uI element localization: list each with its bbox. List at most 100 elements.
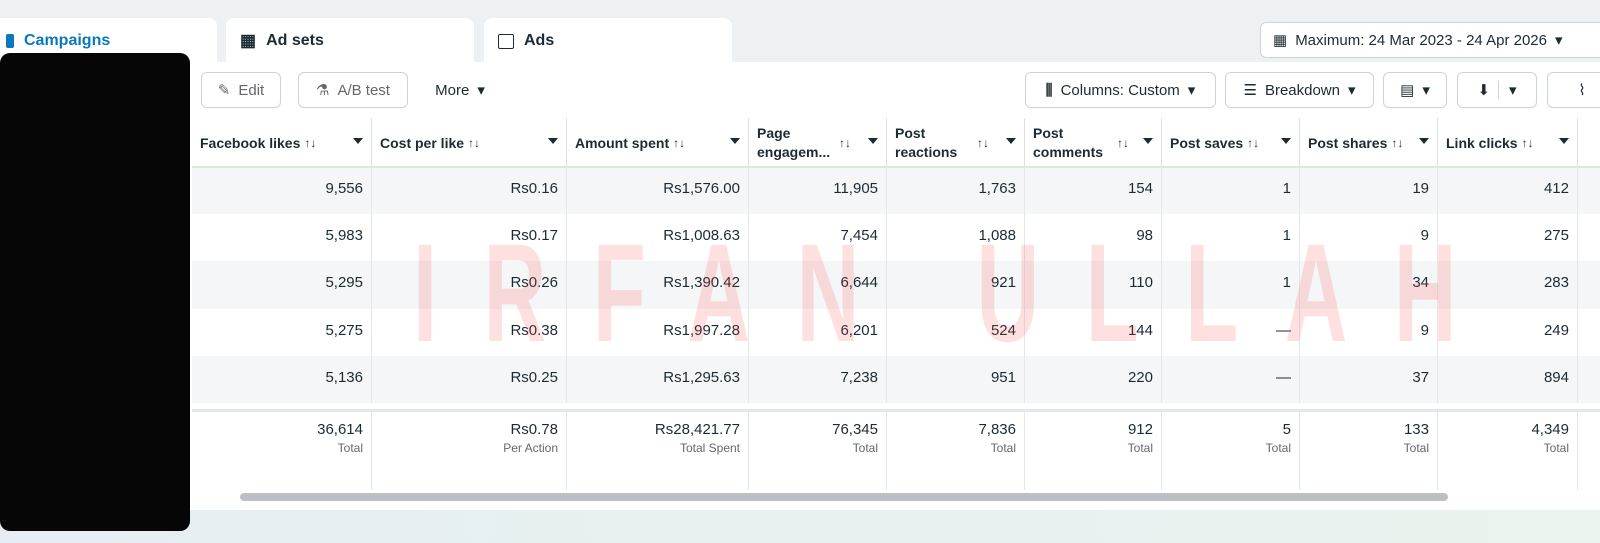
chart-button[interactable]: ⌇ [1547, 72, 1600, 108]
total-label: Total [1265, 441, 1291, 455]
total-value: 7,836 [978, 421, 1016, 438]
cell: 11,905 [749, 167, 887, 215]
export-button[interactable]: ⬇ ▾ [1457, 72, 1537, 108]
cell: 1,088 [887, 214, 1025, 262]
tab-label: Ads [524, 32, 555, 49]
cell: Rs1,576.00 [567, 167, 749, 215]
cell: 5,295 [192, 261, 372, 309]
cell: 921 [887, 261, 1025, 309]
cell: 9,556 [192, 167, 372, 215]
reports-button[interactable]: ▤ ▾ [1383, 72, 1447, 108]
column-header[interactable]: Link clicks ↑↓ [1438, 118, 1578, 168]
row-bg [192, 308, 1600, 356]
column-header[interactable]: Post comments ↑↓ [1025, 118, 1162, 168]
row-bg [192, 167, 1600, 215]
total-value: 76,345 [832, 421, 878, 438]
cell: 110 [1025, 261, 1162, 309]
cell: 894 [1438, 355, 1578, 403]
total-label: Total [990, 441, 1016, 455]
column-header[interactable]: Post shares ↑↓ [1300, 118, 1438, 168]
ab-test-button[interactable]: ⚗ A/B test [298, 72, 408, 108]
cell: Rs1,997.28 [567, 308, 749, 356]
button-label: More [435, 81, 470, 99]
cell: 283 [1438, 261, 1578, 309]
cell: 1,763 [887, 167, 1025, 215]
button-label: Edit [238, 81, 265, 99]
cell: 1 [1162, 167, 1300, 215]
total-value: 4,349 [1531, 421, 1569, 438]
column-header[interactable]: Post reactions ↑↓ [887, 118, 1025, 168]
total-cell: 7,836 Total [887, 412, 1025, 490]
footer-bg [0, 510, 1600, 543]
cell: 37 [1300, 355, 1438, 403]
cell: 951 [887, 355, 1025, 403]
total-value: 912 [1127, 421, 1153, 438]
total-value: 36,614 [317, 421, 363, 438]
cell: Rs0.16 [372, 167, 567, 215]
redaction [0, 53, 190, 531]
column-label: Facebook likes [200, 134, 301, 151]
column-header[interactable]: Cost per like ↑↓ [372, 118, 567, 168]
cell: 144 [1025, 308, 1162, 356]
column-header[interactable]: Page engagem... ↑↓ [749, 118, 887, 168]
total-cell: 76,345 Total [749, 412, 887, 490]
cell: 98 [1025, 214, 1162, 262]
total-cell: 36,614 Total [192, 412, 372, 490]
edit-button[interactable]: ✎ Edit [201, 72, 281, 108]
button-label: A/B test [337, 81, 390, 99]
cell: 154 [1025, 167, 1162, 215]
total-label: Total [852, 441, 878, 455]
breakdown-button[interactable]: ☰ Breakdown ▾ [1225, 72, 1374, 108]
cell: 9 [1300, 214, 1438, 262]
total-label: Total Spent [679, 441, 740, 455]
cell: 275 [1438, 214, 1578, 262]
cell: 7,454 [749, 214, 887, 262]
total-cell: 912 Total [1025, 412, 1162, 490]
tab[interactable]: Ads [484, 18, 732, 64]
cell: — [1162, 308, 1300, 356]
totals-top [192, 409, 1600, 412]
cell: 220 [1025, 355, 1162, 403]
date-range[interactable]: ▦ Maximum: 24 Mar 2023 - 24 Apr 2026 ▾ [1260, 22, 1600, 58]
total-value: 133 [1403, 421, 1429, 438]
more-button[interactable]: More ▾ [420, 72, 500, 108]
row-bg [192, 355, 1600, 403]
total-label: Total [1127, 441, 1153, 455]
total-label: Total [1403, 441, 1429, 455]
total-cell: 133 Total [1300, 412, 1438, 490]
total-cell: Rs28,421.77 Total Spent [567, 412, 749, 490]
total-value: Rs0.78 [510, 421, 558, 438]
columns-button[interactable]: ⫼ Columns: Custom ▾ [1025, 72, 1216, 108]
cell: 1 [1162, 214, 1300, 262]
column-header[interactable]: Facebook likes ↑↓ [192, 118, 372, 168]
column-header[interactable]: Amount spent ↑↓ [567, 118, 749, 168]
total-value: Rs28,421.77 [654, 421, 740, 438]
cell: Rs1,295.63 [567, 355, 749, 403]
column-label: Post shares [1308, 134, 1388, 151]
tab-label: Campaigns [24, 32, 111, 49]
cell: 5,983 [192, 214, 372, 262]
date-label: Maximum: 24 Mar 2023 - 24 Apr 2026 [1295, 31, 1547, 49]
total-label: Total [337, 441, 363, 455]
cell: — [1162, 355, 1300, 403]
column-header[interactable]: Post saves ↑↓ [1162, 118, 1300, 168]
cell: 7,238 [749, 355, 887, 403]
tab[interactable]: ▦ Ad sets [226, 18, 474, 64]
cell: 34 [1300, 261, 1438, 309]
column-label: Link clicks [1446, 134, 1518, 151]
cell: 5,275 [192, 308, 372, 356]
cell: 6,644 [749, 261, 887, 309]
total-value: 5 [1282, 421, 1291, 438]
scrollbar[interactable] [240, 493, 1448, 501]
cell: Rs0.17 [372, 214, 567, 262]
cell: Rs0.25 [372, 355, 567, 403]
total-cell: 4,349 Total [1438, 412, 1578, 490]
row-bg [192, 261, 1600, 309]
column-label: Cost per like [380, 134, 465, 151]
total-label: Total [1543, 441, 1569, 455]
cell: 412 [1438, 167, 1578, 215]
cell: 5,136 [192, 355, 372, 403]
cell: 19 [1300, 167, 1438, 215]
cell: Rs1,008.63 [567, 214, 749, 262]
